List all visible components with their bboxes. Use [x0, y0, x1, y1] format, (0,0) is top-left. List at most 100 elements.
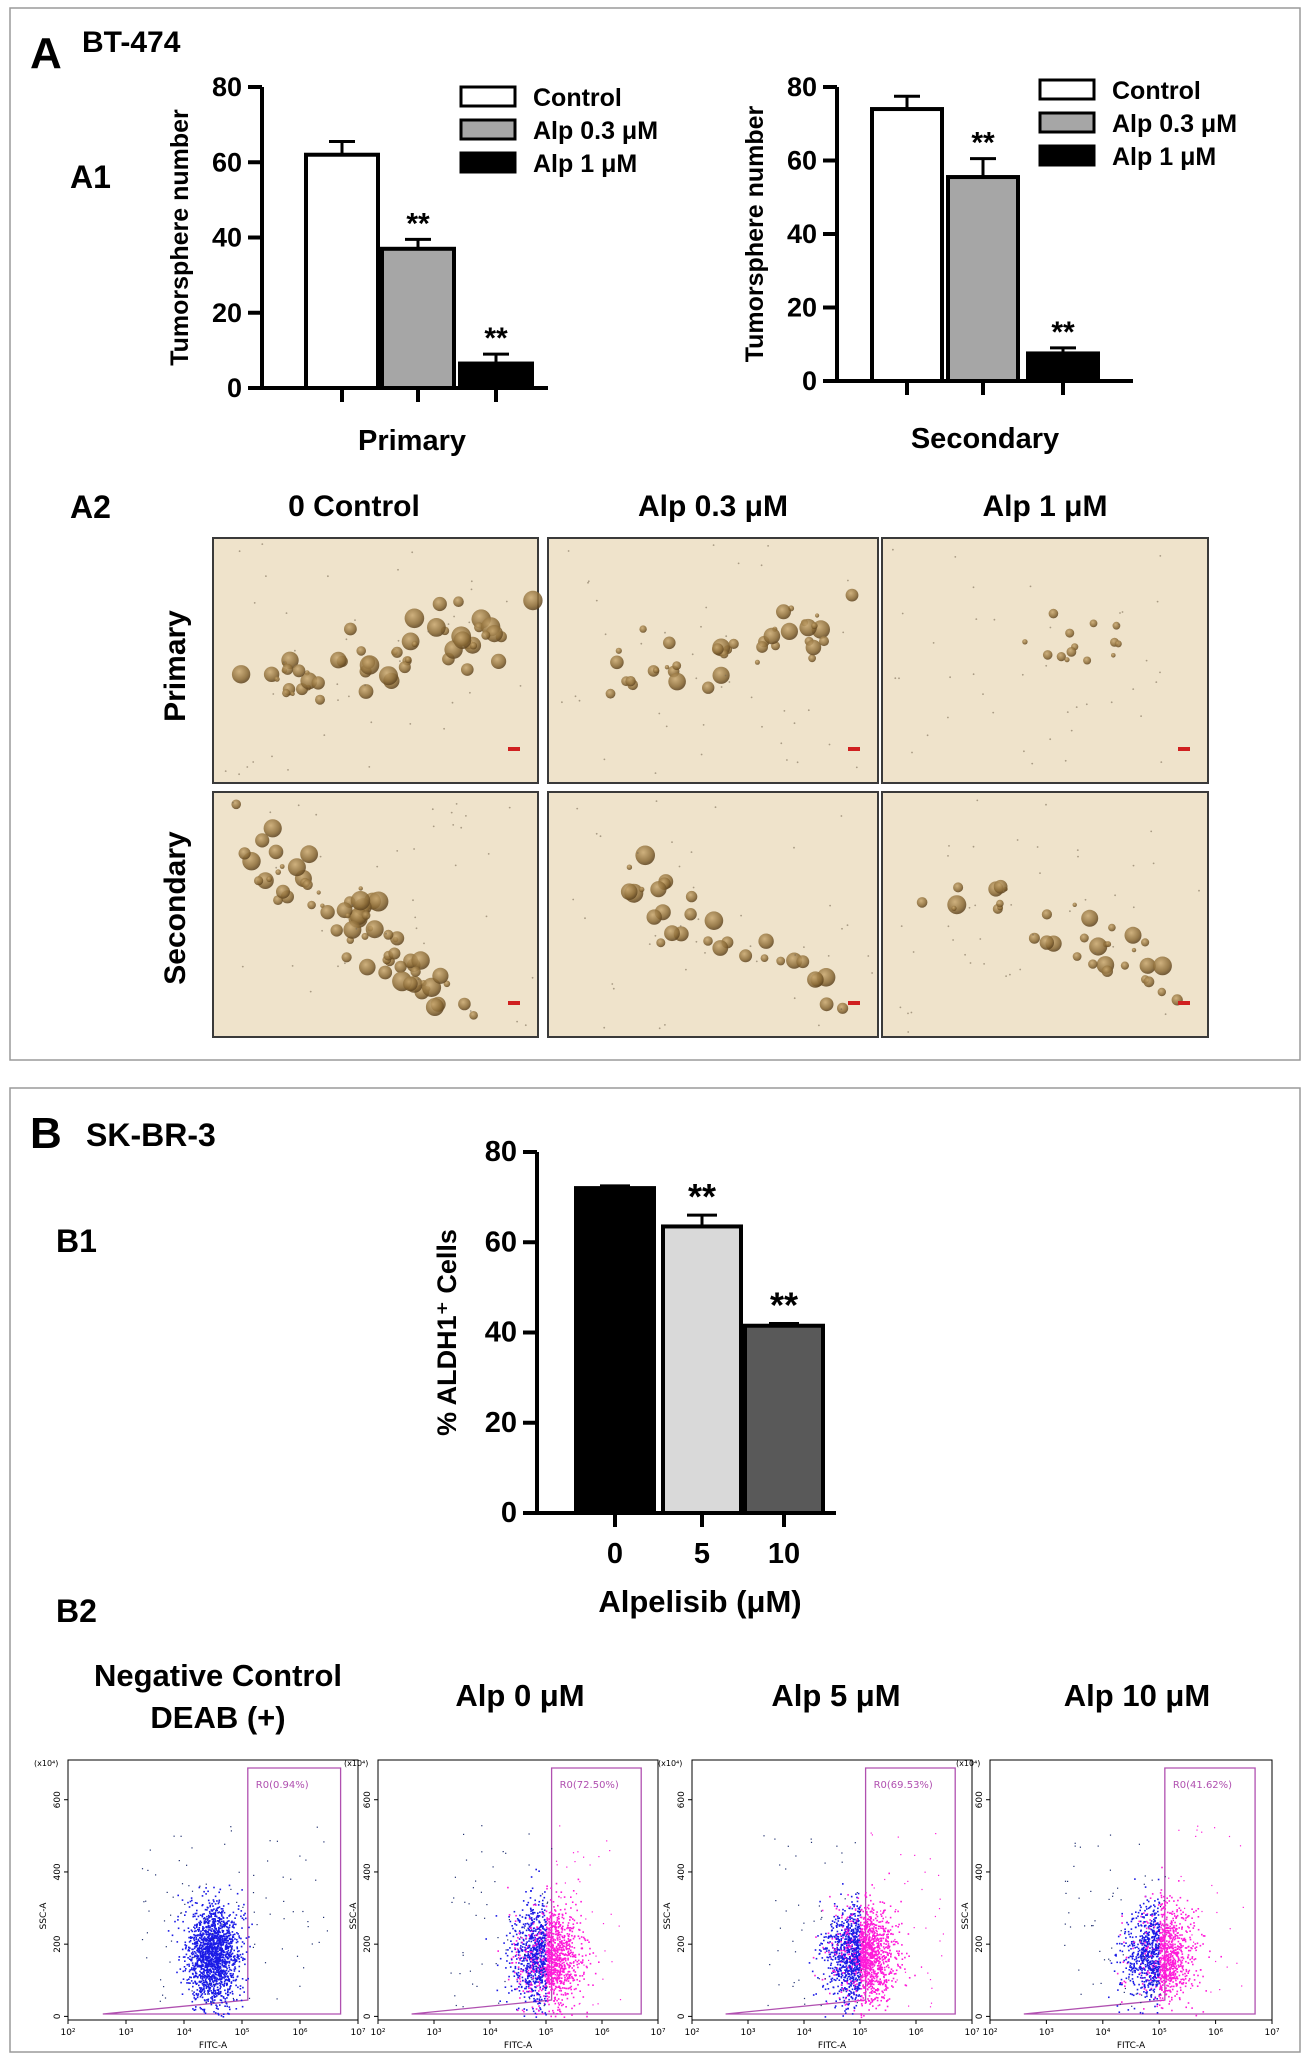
flow-event	[877, 1925, 880, 1928]
flow-event	[206, 1963, 208, 1965]
flow-event	[557, 1955, 559, 1957]
tumorsphere	[837, 1002, 849, 1014]
flow-event	[521, 1985, 523, 1988]
flow-event	[871, 1944, 874, 1946]
flow-event	[217, 1923, 219, 1925]
flow-event	[866, 1923, 868, 1925]
flow-event	[566, 1944, 568, 1947]
flow-event	[862, 1939, 865, 1941]
flow-event	[238, 1970, 240, 1973]
flow-event	[209, 1965, 211, 1968]
flow-event	[269, 1913, 271, 1915]
flow-event	[546, 1919, 549, 1922]
flow-event	[542, 1941, 545, 1943]
flow-event	[202, 1961, 205, 1964]
flow-event	[219, 1949, 221, 1951]
flow-event	[204, 1979, 207, 1982]
flow-event	[545, 1972, 548, 1975]
flow-event	[545, 1910, 548, 1913]
flow-event	[529, 1980, 532, 1983]
flow-event	[546, 1973, 549, 1976]
flow-event	[519, 1914, 521, 1917]
flow-event	[227, 1988, 229, 1991]
flow-event	[507, 1978, 510, 1981]
flow-event	[547, 1945, 550, 1947]
flow-event	[527, 1953, 529, 1955]
debris-dot	[485, 915, 488, 918]
flow-event	[193, 1926, 195, 1928]
flow-event	[516, 1944, 519, 1946]
flow-event	[567, 1993, 569, 1995]
flow-event	[236, 1975, 239, 1978]
flow-event	[535, 1904, 537, 1906]
flow-event	[534, 1942, 536, 1944]
flow-event	[218, 1918, 221, 1921]
flow-event	[201, 1895, 204, 1897]
flow-event	[243, 1903, 245, 1906]
tumorsphere	[453, 631, 472, 649]
flow-event	[518, 1951, 520, 1954]
tumorsphere	[287, 858, 306, 877]
flow-event	[868, 2009, 870, 2011]
y-tick-label: 40	[787, 219, 817, 249]
flow-event	[292, 1911, 294, 1913]
flow-event	[524, 1949, 527, 1951]
flow-event	[564, 1994, 567, 1996]
debris-dot	[443, 727, 445, 730]
flow-event	[808, 1962, 811, 1964]
tumorsphere	[279, 864, 285, 869]
flow-event	[205, 1981, 207, 1984]
flow-event	[212, 1991, 215, 1994]
flow-event	[546, 1887, 548, 1890]
flow-event	[468, 1903, 470, 1905]
flow-event	[155, 1874, 157, 1876]
flow-event	[886, 1934, 888, 1936]
flow-event	[216, 2005, 218, 2008]
debris-dot	[377, 935, 379, 938]
flow-event	[481, 1825, 483, 1827]
flow-event	[198, 1921, 200, 1924]
flow-event	[553, 1961, 555, 1964]
debris-dot	[900, 925, 903, 927]
flow-event	[511, 1950, 513, 1953]
flow-event	[547, 1963, 550, 1966]
flow-event	[842, 1933, 844, 1936]
flow-event	[862, 1918, 865, 1920]
flow-event	[226, 1946, 229, 1948]
flow-event	[566, 1866, 568, 1868]
tumorsphere	[1143, 976, 1155, 988]
debris-dot	[291, 965, 294, 967]
flow-event	[541, 1908, 543, 1911]
flow-event	[536, 1943, 538, 1945]
flow-event	[200, 1968, 203, 1971]
flow-event	[536, 1946, 538, 1949]
flow-event	[523, 2015, 526, 2017]
flow-event	[563, 1958, 566, 1960]
flow-event	[564, 1941, 567, 1944]
flow-event	[226, 1951, 228, 1953]
flow-event	[217, 1962, 220, 1965]
flow-event	[554, 2002, 557, 2005]
flow-event	[525, 1970, 528, 1973]
flow-event	[871, 1946, 874, 1948]
flow-event	[557, 1939, 559, 1941]
flow-event	[552, 1978, 554, 1980]
debris-dot	[702, 724, 705, 726]
flow-event	[554, 1924, 557, 1926]
flow-y-tick-label: 0	[363, 2013, 373, 2019]
flow-event	[856, 1978, 859, 1981]
flow-event	[833, 1992, 836, 1995]
flow-event	[579, 1881, 581, 1883]
flow-event	[531, 1984, 533, 1986]
flow-event	[538, 1977, 540, 1979]
flow-event	[549, 1922, 551, 1925]
flow-event	[463, 1833, 465, 1835]
debris-dot	[1152, 862, 1155, 865]
flow-event	[201, 1972, 203, 1975]
flow-event	[211, 1998, 213, 2000]
flow-y-tick-label: 400	[53, 1863, 63, 1880]
debris-dot	[468, 621, 471, 624]
flow-event	[527, 1983, 529, 1985]
tumorsphere	[947, 895, 967, 915]
flow-event	[200, 1964, 203, 1966]
